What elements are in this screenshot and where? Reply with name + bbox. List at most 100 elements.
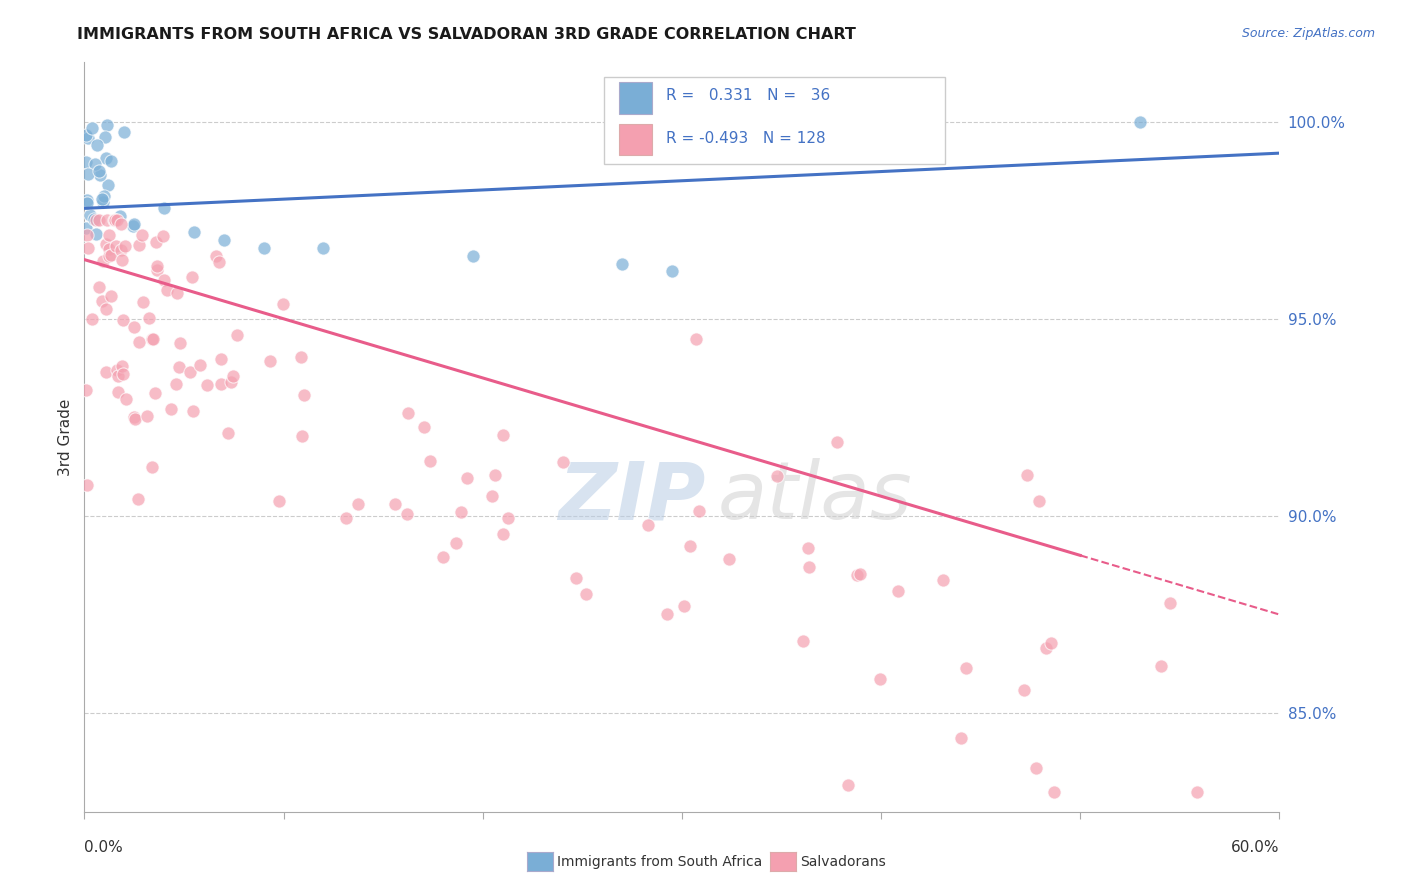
Point [1035,641,1057,656]
Point [679,539,702,553]
Point [685,332,707,346]
Point [1040,636,1063,650]
Point [849,567,872,582]
Point [142,332,165,346]
Point [128,237,150,252]
Point [207,255,229,269]
Point [77,167,100,181]
Point [122,410,145,425]
Point [93,188,115,202]
Point [138,310,160,325]
Point [564,571,586,585]
Point [97,227,120,242]
Point [396,508,419,522]
Point [115,392,138,406]
Point [825,435,848,450]
Point [152,228,174,243]
Point [110,217,132,231]
Point [887,584,910,599]
Point [75,128,97,143]
Text: Source: ZipAtlas.com: Source: ZipAtlas.com [1241,27,1375,40]
Point [212,233,235,247]
Text: R =   0.331   N =   36: R = 0.331 N = 36 [666,88,831,103]
Point [97,242,120,256]
Point [792,633,814,648]
Point [75,155,97,169]
Point [105,362,128,376]
Point [110,209,132,223]
Point [87,213,110,227]
Point [450,505,472,519]
Point [1129,114,1152,128]
Point [89,163,111,178]
Text: R = -0.493   N = 128: R = -0.493 N = 128 [666,131,825,146]
Point [347,497,370,511]
Point [122,319,145,334]
Point [104,238,127,252]
Point [87,280,110,294]
Point [153,272,176,286]
Text: Immigrants from South Africa: Immigrants from South Africa [557,855,762,869]
Point [166,285,188,300]
Bar [619,123,652,155]
Point [419,453,441,467]
Point [484,468,506,483]
Point [1025,761,1047,775]
Point [131,295,153,310]
Text: IMMIGRANTS FROM SOUTH AFRICA VS SALVADORAN 3RD GRADE CORRELATION CHART: IMMIGRANTS FROM SOUTH AFRICA VS SALVADOR… [77,27,856,42]
Point [481,489,503,503]
Point [190,359,212,373]
Point [76,227,98,242]
Point [226,327,249,342]
Point [160,401,183,416]
Point [90,293,112,308]
Point [398,406,420,420]
Point [143,386,166,401]
Point [107,385,129,400]
Point [291,428,314,442]
Point [837,778,859,792]
Point [955,660,977,674]
Point [179,365,201,379]
Point [100,289,122,303]
Point [136,409,159,423]
Text: 0.0%: 0.0% [84,840,124,855]
Point [845,568,868,582]
Point [444,535,467,549]
Point [122,217,145,231]
Point [673,599,696,614]
Point [76,195,98,210]
Point [222,369,245,384]
Point [105,213,128,227]
Point [100,153,122,168]
Point [335,511,357,525]
Point [104,213,127,227]
Point [432,550,454,565]
Point [1185,785,1208,799]
Point [93,254,115,268]
Point [717,551,740,566]
Point [461,249,484,263]
Point [77,241,100,255]
Point [84,227,107,241]
Point [76,477,98,491]
Point [86,137,108,152]
Point [259,354,281,368]
Point [77,131,100,145]
Point [1014,683,1036,698]
Bar [605,78,945,163]
Point [141,460,163,475]
Point [290,351,312,365]
Point [209,352,232,367]
Point [204,249,226,263]
Point [551,455,574,469]
Point [75,383,97,397]
Point [209,376,232,391]
Point [93,129,115,144]
Point [128,335,150,350]
Point [456,471,478,485]
Point [181,269,204,284]
Point [169,336,191,351]
Point [111,368,134,382]
Point [181,403,204,417]
